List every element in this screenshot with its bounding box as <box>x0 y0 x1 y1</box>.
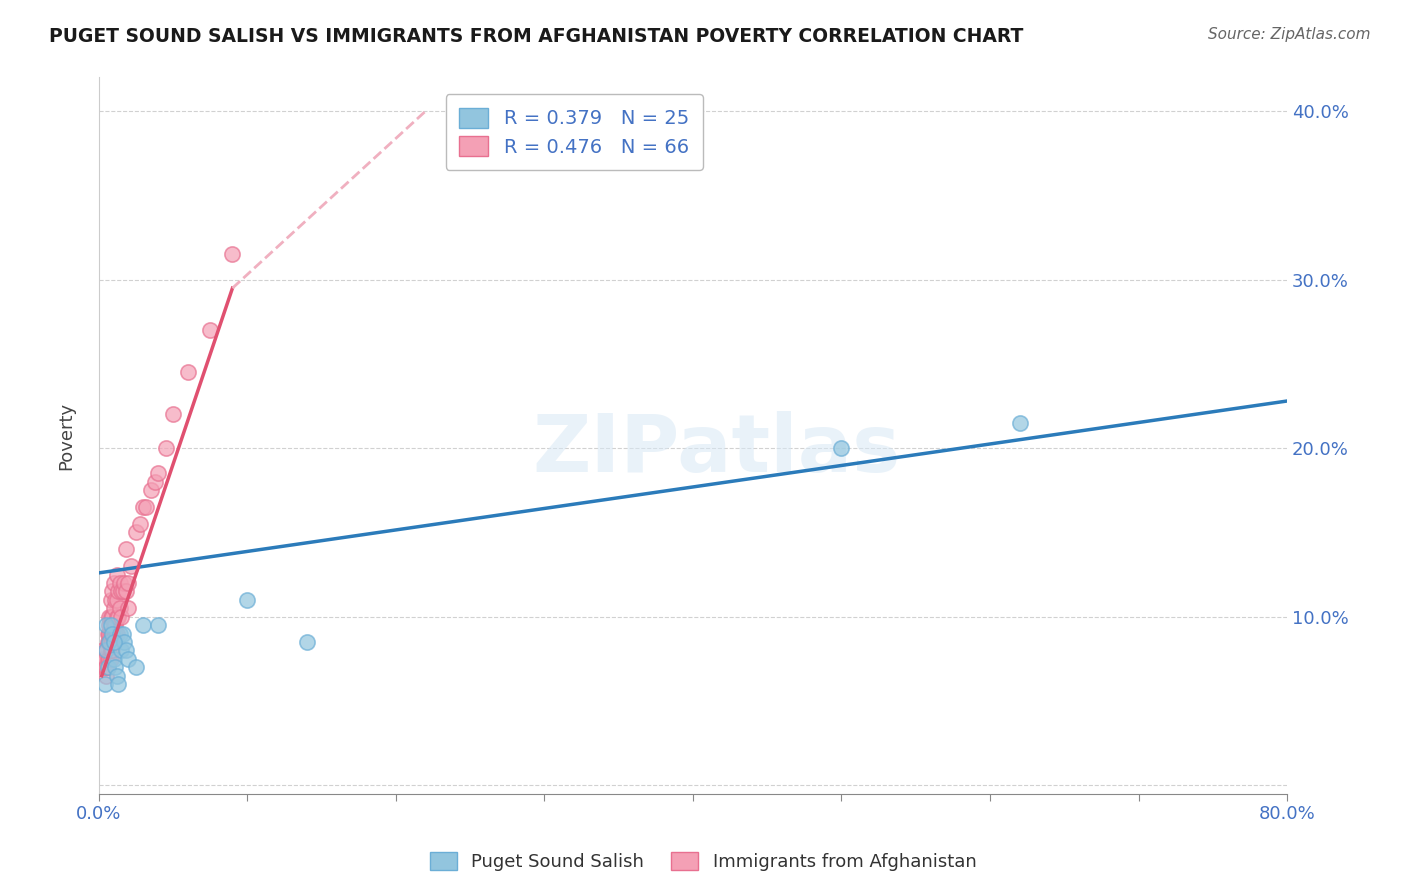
Point <box>105 592 128 607</box>
Point <box>117 652 139 666</box>
Point <box>103 635 125 649</box>
Point <box>98 635 121 649</box>
Point <box>114 584 136 599</box>
Point <box>96 643 118 657</box>
Point <box>96 643 118 657</box>
Point <box>91 660 114 674</box>
Point <box>101 626 124 640</box>
Point <box>155 441 177 455</box>
Point <box>125 525 148 540</box>
Point <box>104 592 127 607</box>
Point <box>100 626 122 640</box>
Point <box>198 323 221 337</box>
Point <box>830 441 852 455</box>
Point <box>114 643 136 657</box>
Point <box>110 609 132 624</box>
Point <box>110 584 132 599</box>
Point <box>103 635 125 649</box>
Point <box>107 609 129 624</box>
Point <box>148 618 170 632</box>
Point <box>100 618 122 632</box>
Point <box>125 660 148 674</box>
Point <box>103 626 125 640</box>
Point <box>90 652 112 666</box>
Point <box>100 643 122 657</box>
Point <box>105 669 128 683</box>
Point <box>100 609 122 624</box>
Point <box>91 643 114 657</box>
Point <box>93 677 115 691</box>
Point <box>104 626 127 640</box>
Point <box>108 626 131 640</box>
Point <box>97 660 120 674</box>
Point <box>97 626 120 640</box>
Point <box>98 626 121 640</box>
Point <box>98 652 121 666</box>
Point <box>117 576 139 591</box>
Point <box>295 635 318 649</box>
Point <box>98 635 121 649</box>
Point <box>112 635 135 649</box>
Point <box>132 618 155 632</box>
Legend: Puget Sound Salish, Immigrants from Afghanistan: Puget Sound Salish, Immigrants from Afgh… <box>422 845 984 879</box>
Text: ZIPatlas: ZIPatlas <box>533 411 901 489</box>
Point <box>107 677 129 691</box>
Point <box>114 542 136 557</box>
Point <box>104 660 127 674</box>
Point <box>236 592 259 607</box>
Point <box>103 576 125 591</box>
Point <box>93 660 115 674</box>
Point <box>97 652 120 666</box>
Point <box>105 609 128 624</box>
Point <box>97 635 120 649</box>
Point <box>148 467 170 481</box>
Point <box>105 567 128 582</box>
Point <box>110 643 132 657</box>
Text: Source: ZipAtlas.com: Source: ZipAtlas.com <box>1208 27 1371 42</box>
Point <box>98 618 121 632</box>
Point <box>162 408 184 422</box>
Point <box>103 652 125 666</box>
Point <box>96 660 118 674</box>
Point <box>101 584 124 599</box>
Point <box>112 576 135 591</box>
Point <box>101 626 124 640</box>
Point <box>111 584 134 599</box>
Point <box>103 601 125 615</box>
Point <box>96 669 118 683</box>
Point <box>107 584 129 599</box>
Point <box>103 618 125 632</box>
Point <box>100 592 122 607</box>
Y-axis label: Poverty: Poverty <box>58 401 75 469</box>
Point <box>221 247 243 261</box>
Point <box>121 559 143 574</box>
Point <box>101 635 124 649</box>
Text: PUGET SOUND SALISH VS IMMIGRANTS FROM AFGHANISTAN POVERTY CORRELATION CHART: PUGET SOUND SALISH VS IMMIGRANTS FROM AF… <box>49 27 1024 45</box>
Legend: R = 0.379   N = 25, R = 0.476   N = 66: R = 0.379 N = 25, R = 0.476 N = 66 <box>446 95 703 170</box>
Point <box>177 365 200 379</box>
Point <box>91 652 114 666</box>
Point <box>101 643 124 657</box>
Point <box>101 609 124 624</box>
Point <box>93 652 115 666</box>
Point <box>108 601 131 615</box>
Point <box>97 660 120 674</box>
Point <box>139 483 162 498</box>
Point <box>108 576 131 591</box>
Point <box>1008 416 1031 430</box>
Point <box>100 652 122 666</box>
Point <box>96 618 118 632</box>
Point <box>117 601 139 615</box>
Point <box>132 500 155 515</box>
Point <box>135 500 157 515</box>
Point <box>129 516 152 531</box>
Point <box>105 626 128 640</box>
Point <box>143 475 166 489</box>
Point <box>100 635 122 649</box>
Point <box>98 609 121 624</box>
Point <box>104 618 127 632</box>
Point <box>111 626 134 640</box>
